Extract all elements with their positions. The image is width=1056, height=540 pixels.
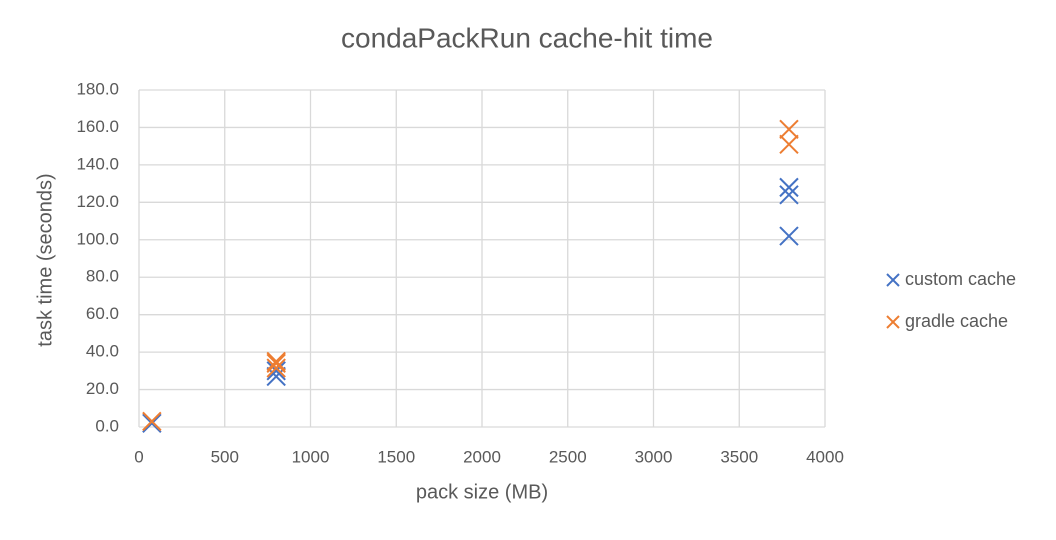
point [779, 226, 799, 246]
marker-stroke [886, 315, 900, 329]
y-tick-label: 0.0 [95, 416, 119, 435]
y-tick-label: 180.0 [76, 79, 119, 98]
point [266, 361, 286, 381]
marker-stroke [886, 273, 900, 287]
point [266, 351, 286, 372]
x-tick-label: 4000 [806, 447, 844, 466]
point [779, 119, 799, 140]
y-tick-label: 20.0 [86, 379, 119, 398]
y-tick-label: 160.0 [76, 117, 119, 136]
marker-stroke [779, 134, 799, 155]
marker-stroke [266, 351, 286, 372]
point [142, 411, 162, 432]
y-tick-label: 60.0 [86, 304, 119, 323]
marker-stroke [266, 361, 286, 381]
marker-stroke [142, 411, 162, 432]
y-tick-label: 120.0 [76, 192, 119, 211]
x-axis-title: pack size (MB) [416, 481, 548, 503]
y-tick-label: 140.0 [76, 154, 119, 173]
marker-stroke [266, 358, 286, 378]
legend-label: gradle cache [905, 311, 1008, 331]
marker-stroke [779, 119, 799, 140]
chart-title: condaPackRun cache-hit time [341, 22, 713, 53]
marker-stroke [779, 177, 799, 198]
point [779, 185, 799, 205]
x-tick-label: 1500 [377, 447, 415, 466]
point [779, 177, 799, 198]
legend-label: custom cache [905, 269, 1016, 289]
x-tick-label: 2500 [549, 447, 587, 466]
y-axis-title: task time (seconds) [34, 173, 56, 346]
y-tick-label: 80.0 [86, 267, 119, 286]
point [266, 358, 286, 378]
marker-stroke [779, 185, 799, 205]
y-tick-label: 100.0 [76, 229, 119, 248]
marker-stroke [266, 353, 286, 374]
marker-stroke [779, 226, 799, 246]
x-tick-label: 500 [211, 447, 239, 466]
point [779, 134, 799, 155]
marker-stroke [142, 413, 162, 433]
point [266, 353, 286, 374]
x-tick-label: 0 [134, 447, 143, 466]
point [142, 413, 162, 433]
x-tick-label: 2000 [463, 447, 501, 466]
x-tick-label: 3500 [720, 447, 758, 466]
x-tick-label: 3000 [635, 447, 673, 466]
x-tick-label: 1000 [292, 447, 330, 466]
legend-marker [886, 273, 900, 287]
y-tick-label: 40.0 [86, 342, 119, 361]
legend-marker [886, 315, 900, 329]
